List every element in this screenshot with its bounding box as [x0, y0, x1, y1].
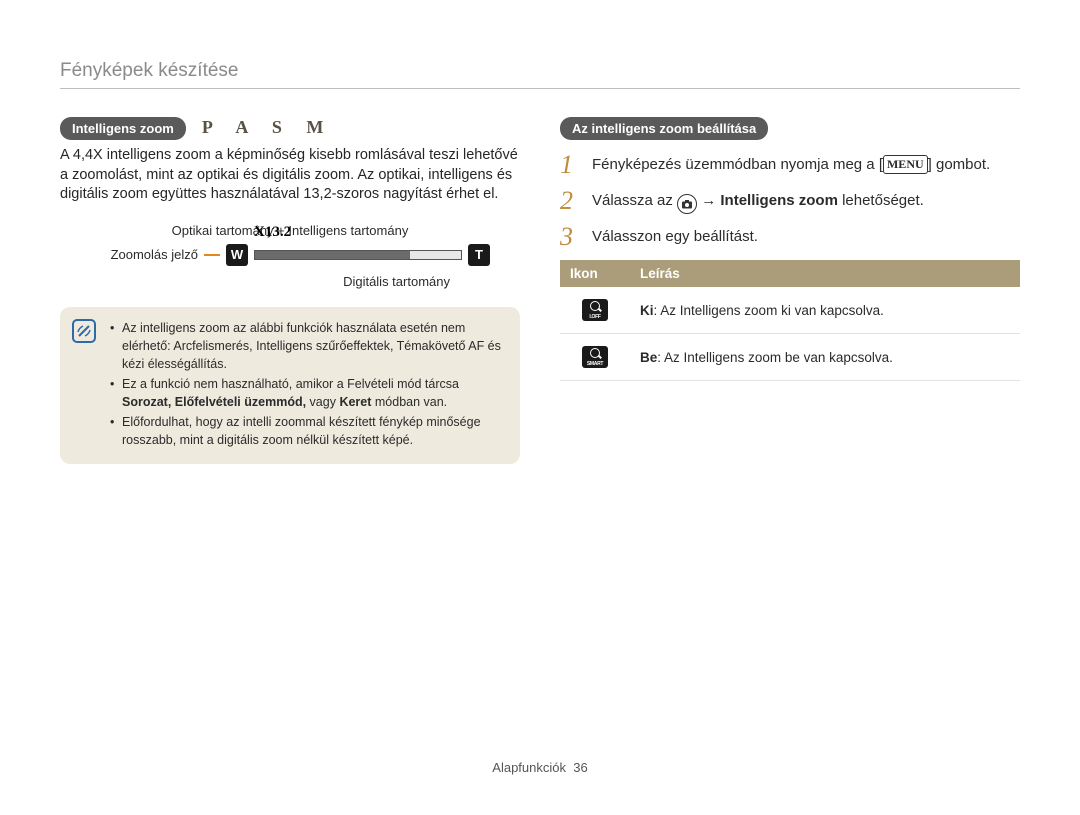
note-item: Előfordulhat, hogy az intelli zoommal ké… — [110, 413, 506, 449]
right-column: Az intelligens zoom beállítása 1 Fényképe… — [560, 117, 1020, 464]
step-body: Válassza az → Intelligens zoom lehetőség… — [592, 188, 1020, 214]
zoom-wide-icon: W — [226, 244, 248, 266]
zoom-state-icon: SMART — [582, 346, 608, 368]
left-section-heading: Intelligens zoom P A S M — [60, 117, 520, 140]
footer-page-number: 36 — [573, 760, 587, 775]
step: 1 Fényképezés üzemmódban nyomja meg a [ME… — [560, 152, 1020, 178]
table-row: I.OFF Ki: Az Intelligens zoom ki van kapc… — [560, 287, 1020, 334]
desc-cell: Be: Az Intelligens zoom be van kapcsolva… — [630, 334, 1020, 381]
camera-icon — [677, 194, 697, 214]
menu-badge-icon: MENU — [883, 155, 928, 174]
zoom-diagram: Optikai tartomány + Intelligens tartomán… — [90, 223, 490, 289]
left-column: Intelligens zoom P A S M A 4,4X intellig… — [60, 117, 520, 464]
step-body: Válasszon egy beállítást. — [592, 224, 1020, 250]
header-icon: Ikon — [560, 260, 630, 287]
zoom-tele-icon: T — [468, 244, 490, 266]
two-column-layout: Intelligens zoom P A S M A 4,4X intellig… — [60, 117, 1020, 464]
page-title: Fényképek készítése — [60, 60, 1020, 82]
footer-label: Alapfunkciók — [492, 760, 566, 775]
setup-zoom-pill: Az intelligens zoom beállítása — [560, 117, 768, 140]
note-item: Ez a funkció nem használható, amikor a F… — [110, 375, 506, 411]
title-divider — [60, 88, 1020, 89]
icon-cell: I.OFF — [560, 287, 630, 334]
step: 2 Válassza az → Intelligens zoom lehetősé… — [560, 188, 1020, 214]
table-row: SMART Be: Az Intelligens zoom be van kapc… — [560, 334, 1020, 381]
note-item: Az intelligens zoom az alábbi funkciók h… — [110, 319, 506, 373]
diagram-pointer-line — [204, 254, 220, 256]
step-body: Fényképezés üzemmódban nyomja meg a [MEN… — [592, 152, 1020, 178]
zoom-bar-empty — [410, 251, 462, 259]
table-body: I.OFF Ki: Az Intelligens zoom ki van kapc… — [560, 287, 1020, 381]
zoom-bar: X13.2 — [254, 244, 462, 266]
note-list: Az intelligens zoom az alábbi funkciók h… — [110, 319, 506, 450]
icon-description-table: Ikon Leírás I.OFF Ki: Az Intelligens zoom… — [560, 260, 1020, 381]
zoom-bar-fill — [255, 251, 410, 259]
step: 3 Válasszon egy beállítást. — [560, 224, 1020, 250]
step-number: 1 — [560, 152, 582, 178]
icon-cell: SMART — [560, 334, 630, 381]
diagram-left-label: Zoomolás jelző — [90, 247, 198, 262]
zoom-state-icon: I.OFF — [582, 299, 608, 321]
step-number: 3 — [560, 224, 582, 250]
note-box: Az intelligens zoom az alábbi funkciók h… — [60, 307, 520, 464]
page-footer: Alapfunkciók 36 — [0, 760, 1080, 775]
intelligent-zoom-pill: Intelligens zoom — [60, 117, 186, 140]
zoom-value-label: X13.2 — [254, 224, 291, 241]
intro-paragraph: A 4,4X intelligens zoom a képminőség kis… — [60, 146, 520, 205]
note-info-icon — [72, 319, 96, 343]
steps-list: 1 Fényképezés üzemmódban nyomja meg a [ME… — [560, 152, 1020, 250]
desc-cell: Ki: Az Intelligens zoom ki van kapcsolva… — [630, 287, 1020, 334]
step-number: 2 — [560, 188, 582, 214]
mode-letters: P A S M — [202, 117, 334, 138]
table-header-row: Ikon Leírás — [560, 260, 1020, 287]
header-desc: Leírás — [630, 260, 1020, 287]
diagram-bottom-label: Digitális tartomány — [90, 274, 490, 289]
